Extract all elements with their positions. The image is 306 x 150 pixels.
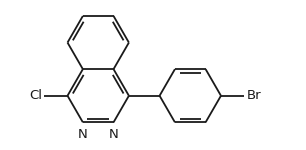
Text: Cl: Cl — [29, 89, 42, 102]
Text: Br: Br — [246, 89, 261, 102]
Text: N: N — [109, 128, 118, 141]
Text: N: N — [78, 128, 88, 141]
